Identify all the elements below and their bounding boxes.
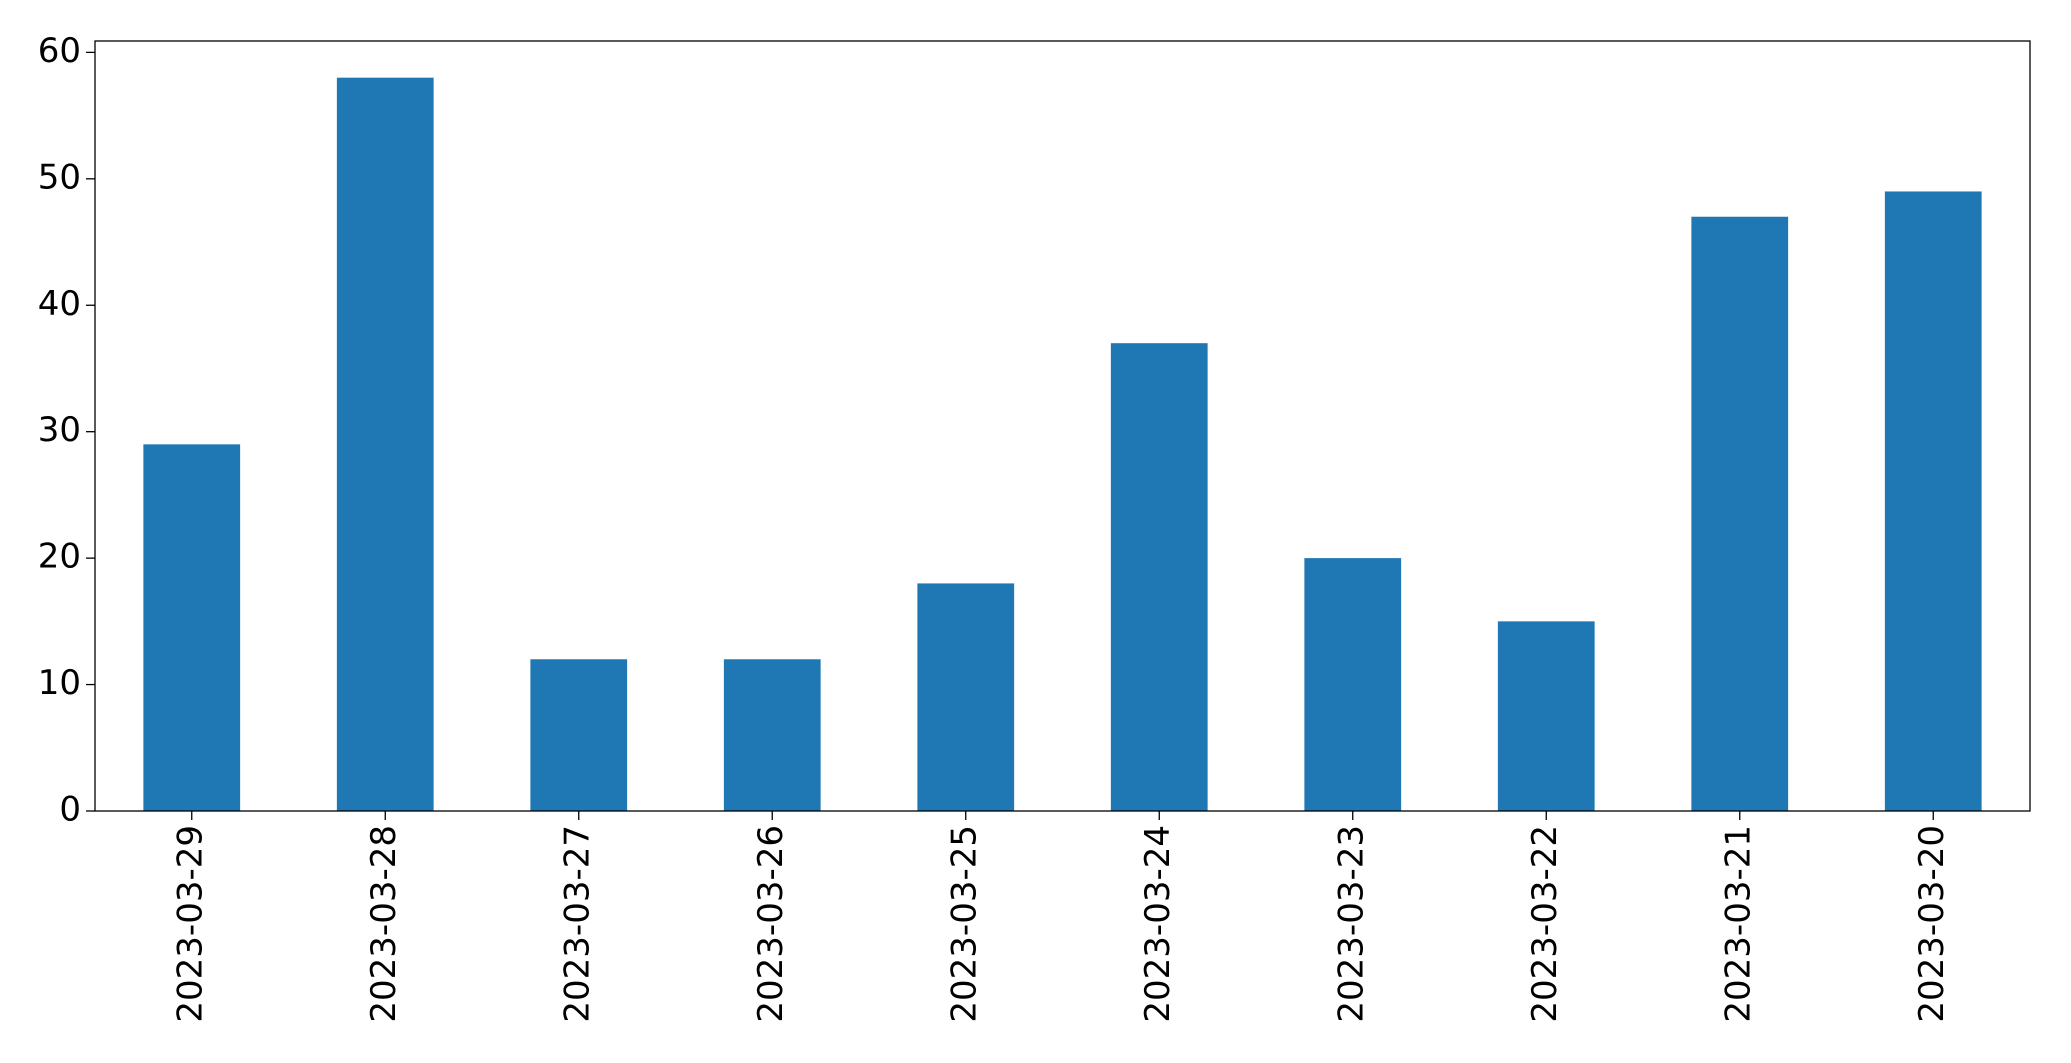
y-tick-label: 10 [38, 663, 81, 703]
x-tick-label: 2023-03-26 [751, 825, 791, 1023]
x-tick-label: 2023-03-24 [1138, 825, 1178, 1023]
bar [1304, 558, 1402, 811]
x-tick-label: 2023-03-22 [1525, 825, 1565, 1023]
y-tick-label: 40 [38, 284, 81, 324]
plot-frame [94, 40, 2031, 812]
x-tick-label: 2023-03-29 [170, 825, 210, 1023]
bar [530, 659, 628, 811]
y-tick-label: 30 [38, 410, 81, 450]
y-tick-label: 50 [38, 157, 81, 197]
y-tick-label: 20 [38, 537, 81, 577]
bar [1884, 191, 1982, 811]
y-tick-label: 0 [59, 790, 81, 830]
bar [1691, 216, 1789, 811]
y-tick-label: 60 [38, 31, 81, 71]
x-tick-label: 2023-03-28 [364, 825, 404, 1023]
bar [1497, 621, 1595, 811]
x-tick-label: 2023-03-25 [944, 825, 984, 1023]
x-tick-label: 2023-03-21 [1718, 825, 1758, 1023]
bar [1110, 343, 1208, 811]
x-tick-label: 2023-03-23 [1331, 825, 1371, 1023]
bar [723, 659, 821, 811]
bar [917, 583, 1015, 811]
x-tick-label: 2023-03-20 [1912, 825, 1952, 1023]
bar [143, 444, 241, 811]
bar [336, 77, 434, 811]
x-tick-label: 2023-03-27 [557, 825, 597, 1023]
